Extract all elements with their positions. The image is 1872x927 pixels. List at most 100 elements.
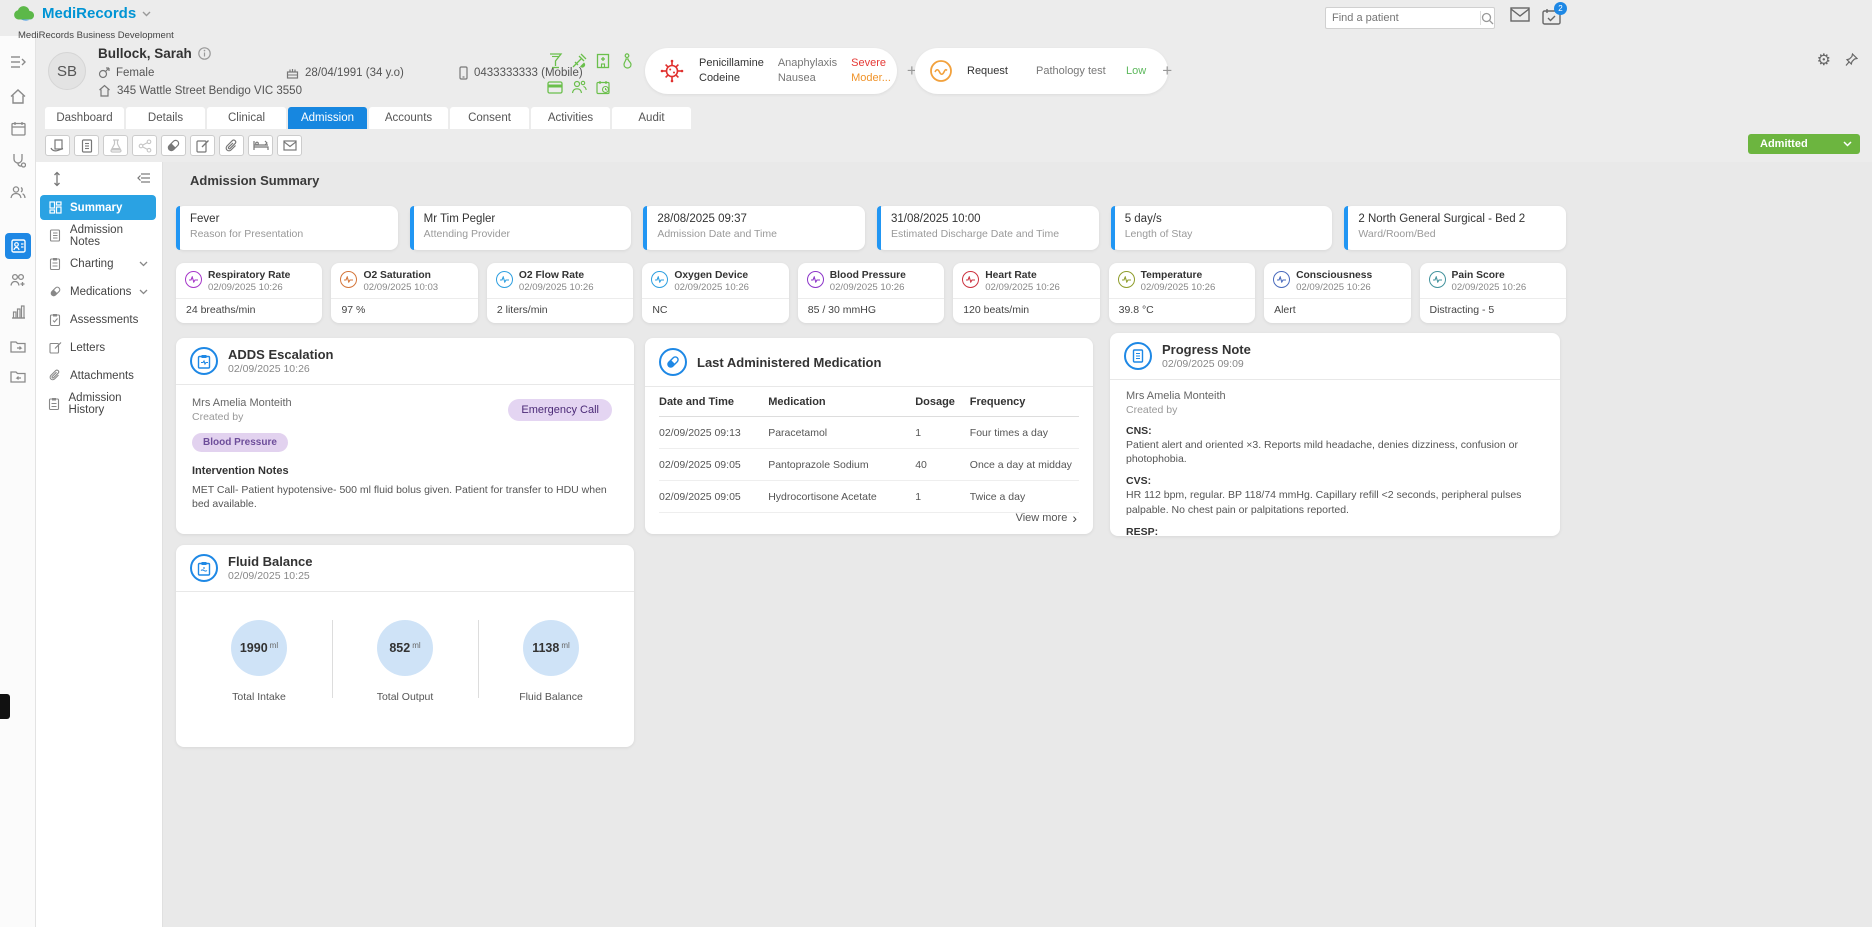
immunisation-icon[interactable] — [567, 48, 591, 74]
appointments-icon[interactable] — [0, 114, 36, 142]
vitals-row: Respiratory Rate 02/09/2025 10:26 24 bre… — [176, 263, 1566, 323]
brand-chevron-down-icon[interactable] — [142, 11, 151, 17]
sidebar-toggle-icon[interactable] — [0, 48, 36, 76]
vital-card[interactable]: O2 Saturation 02/09/2025 10:03 97 % — [331, 263, 478, 323]
attachment-button[interactable] — [219, 135, 244, 156]
billing-card-icon[interactable] — [543, 74, 567, 100]
tab-item[interactable]: Activities — [531, 107, 610, 129]
add-request-button[interactable]: + — [1162, 61, 1173, 80]
collapse-panel-icon[interactable] — [137, 172, 151, 184]
fluid-metric: 1990 ml Total Intake — [186, 620, 332, 703]
progress-note-section: RESP: RR 18/min, SpO₂ 98% on room air. N… — [1126, 525, 1159, 536]
chevron-down-icon — [1843, 141, 1860, 147]
tab-item[interactable]: Consent — [450, 107, 529, 129]
pin-icon[interactable] — [1845, 53, 1858, 67]
document-button[interactable] — [74, 135, 99, 156]
add-allergy-button[interactable]: + — [906, 61, 917, 80]
summary-card[interactable]: Fever Reason for Presentation — [176, 206, 398, 250]
summary-card[interactable]: 28/08/2025 09:37 Admission Date and Time — [643, 206, 866, 250]
contacts-icon[interactable] — [0, 178, 36, 206]
request-icon — [929, 59, 953, 83]
pregnancy-icon[interactable] — [615, 48, 639, 74]
hospital-icon[interactable] — [591, 48, 615, 74]
fluid-metric: 852 ml Total Output — [332, 620, 478, 703]
summary-card[interactable]: 31/08/2025 10:00 Estimated Discharge Dat… — [877, 206, 1099, 250]
mobile-icon — [459, 66, 468, 80]
sidebar-item-charting[interactable]: Charting — [40, 251, 156, 276]
vital-card[interactable]: Temperature 02/09/2025 10:26 39.8 °C — [1108, 263, 1256, 323]
medication-button[interactable] — [161, 135, 186, 156]
medication-row[interactable]: 02/09/2025 09:05 Pantoprazole Sodium 40 … — [659, 449, 1079, 481]
cloud-logo-icon — [12, 5, 36, 22]
tab-item[interactable]: Audit — [612, 107, 691, 129]
email-button[interactable] — [277, 135, 302, 156]
groups-icon[interactable] — [0, 266, 36, 294]
vital-card[interactable]: Consciousness 02/09/2025 10:26 Alert — [1264, 263, 1411, 323]
fluid-metric-circle: 852 ml — [377, 620, 433, 676]
vital-card[interactable]: Pain Score 02/09/2025 10:26 Distracting … — [1419, 263, 1566, 323]
vital-card[interactable]: Respiratory Rate 02/09/2025 10:26 24 bre… — [176, 263, 323, 323]
view-more-link[interactable]: View more › — [1015, 510, 1077, 526]
admission-status-button[interactable]: Admitted — [1748, 134, 1860, 154]
vital-card[interactable]: O2 Flow Rate 02/09/2025 10:26 2 liters/m… — [486, 263, 634, 323]
patients-icon-active[interactable] — [5, 233, 31, 259]
schedule-icon[interactable] — [591, 74, 615, 100]
info-icon[interactable] — [197, 47, 211, 60]
sidebar-item-letters[interactable]: Letters — [40, 335, 156, 360]
overlay-handle[interactable] — [0, 694, 10, 719]
allergy-card[interactable]: Penicillamine Codeine Anaphylaxis Nausea… — [645, 48, 917, 94]
calendar-icon[interactable]: 2 — [1542, 2, 1567, 25]
summary-card[interactable]: 5 day/s Length of Stay — [1110, 206, 1333, 250]
tab-item[interactable]: Dashboard — [45, 107, 124, 129]
vital-icon — [495, 271, 513, 288]
reorder-icon[interactable] — [52, 171, 62, 187]
prescription-button[interactable] — [45, 135, 70, 156]
tab-item[interactable]: Accounts — [369, 107, 448, 129]
reaction: Anaphylaxis — [777, 57, 838, 70]
sidebar-item-summary[interactable]: Summary — [40, 195, 156, 220]
vital-card[interactable]: Oxygen Device 02/09/2025 10:26 NC — [642, 263, 789, 323]
mail-icon[interactable] — [1510, 7, 1530, 22]
sidebar-item-medications[interactable]: Medications — [40, 279, 156, 304]
reports-icon[interactable] — [0, 298, 36, 326]
patient-avatar[interactable]: SB — [48, 52, 86, 90]
medication-row[interactable]: 02/09/2025 09:05 Hydrocortisone Acetate … — [659, 481, 1079, 513]
fluid-balance-card: Fluid Balance 02/09/2025 10:25 1990 ml T… — [176, 545, 634, 747]
alcohol-icon[interactable] — [543, 48, 567, 74]
folder-export-icon[interactable] — [0, 332, 36, 360]
reaction: Nausea — [777, 72, 816, 84]
search-icon[interactable] — [1481, 12, 1494, 25]
card-title: Fluid Balance — [228, 554, 313, 569]
summary-card[interactable]: 2 North General Surgical - Bed 2 Ward/Ro… — [1344, 206, 1567, 250]
pathology-button-disabled — [103, 135, 128, 156]
patient-tabs: Dashboard Details Clinical Admission Account… — [45, 107, 691, 129]
medication-row[interactable]: 02/09/2025 09:13 Paracetamol 1 Four time… — [659, 417, 1079, 449]
carers-icon[interactable] — [567, 74, 591, 100]
sidebar-item-assessments[interactable]: Assessments — [40, 307, 156, 332]
tab-item[interactable]: Details — [126, 107, 205, 129]
page-title: Admission Summary — [190, 173, 320, 188]
vital-card[interactable]: Heart Rate 02/09/2025 10:26 120 beats/mi… — [953, 263, 1100, 323]
gender-icon — [98, 66, 110, 79]
home-icon[interactable] — [0, 82, 36, 110]
clinicians-icon[interactable] — [0, 146, 36, 174]
vital-icon — [1428, 271, 1446, 288]
sidebar-item-admission-notes[interactable]: Admission Notes — [40, 223, 156, 248]
bed-admission-button[interactable] — [248, 135, 273, 156]
summary-card[interactable]: Mr Tim Pegler Attending Provider — [409, 206, 632, 250]
vital-card[interactable]: Blood Pressure 02/09/2025 10:26 85 / 30 … — [797, 263, 945, 323]
settings-gear-icon[interactable]: ⚙ — [1816, 52, 1831, 69]
folder-import-icon[interactable] — [0, 362, 36, 390]
brand-logo[interactable]: MediRecords MediRecords Business Develop… — [12, 5, 174, 41]
search-input[interactable] — [1326, 12, 1480, 24]
sidebar-item-admission-history[interactable]: Admission History — [40, 391, 156, 416]
card-title: ADDS Escalation — [228, 347, 334, 362]
tab-item[interactable]: Clinical — [207, 107, 286, 129]
note-edit-button[interactable] — [190, 135, 215, 156]
patient-name: Bullock, Sarah — [98, 46, 192, 61]
tab-item[interactable]: Admission — [288, 107, 367, 129]
vital-icon — [1117, 271, 1135, 288]
request-card[interactable]: Request Pathology test Low + — [915, 48, 1172, 94]
sidebar-item-attachments[interactable]: Attachments — [40, 363, 156, 388]
vital-icon — [962, 271, 980, 288]
